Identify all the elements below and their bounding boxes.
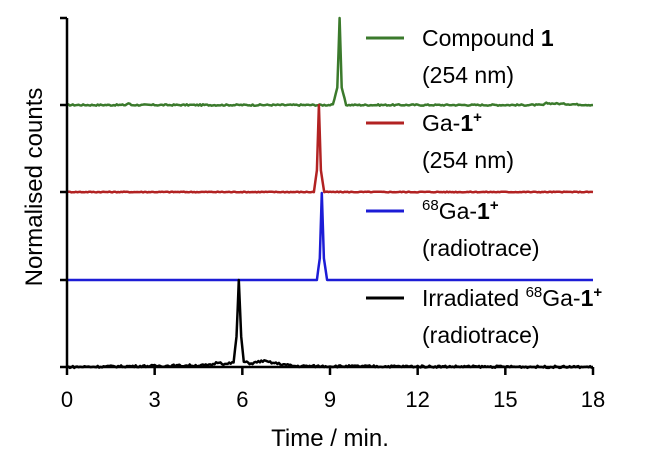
plot-area bbox=[66, 16, 594, 370]
x-tick-label: 9 bbox=[324, 387, 336, 412]
legend-label: (254 nm) bbox=[422, 147, 514, 173]
legend-label: Ga-1+ bbox=[422, 109, 482, 136]
x-tick-label: 0 bbox=[61, 387, 73, 412]
legend-label: Compound 1 bbox=[422, 25, 554, 51]
x-axis: 0 3 6 9 12 15 18 bbox=[61, 365, 605, 412]
legend-label: (254 nm) bbox=[422, 62, 514, 88]
trace-line bbox=[66, 103, 594, 194]
legend-label: (radiotrace) bbox=[422, 322, 540, 348]
legend-label: 68Ga-1+ bbox=[422, 197, 499, 224]
trace-line bbox=[67, 191, 593, 282]
x-tick-label: 6 bbox=[236, 387, 248, 412]
y-axis-label: Normalised counts bbox=[21, 88, 48, 287]
x-tick-label: 15 bbox=[493, 387, 517, 412]
y-axis bbox=[60, 16, 69, 369]
legend-label: Irradiated 68Ga-1+ bbox=[422, 284, 602, 311]
x-tick-label: 3 bbox=[149, 387, 161, 412]
x-axis-label: Time / min. bbox=[271, 425, 389, 452]
trace-line bbox=[66, 16, 594, 107]
legend: Compound 1 (254 nm) Ga-1+ (254 nm) 68Ga-1+ (r… bbox=[366, 25, 602, 348]
legend-label: (radiotrace) bbox=[422, 235, 540, 261]
x-tick-label: 18 bbox=[581, 387, 605, 412]
x-tick-label: 12 bbox=[405, 387, 429, 412]
